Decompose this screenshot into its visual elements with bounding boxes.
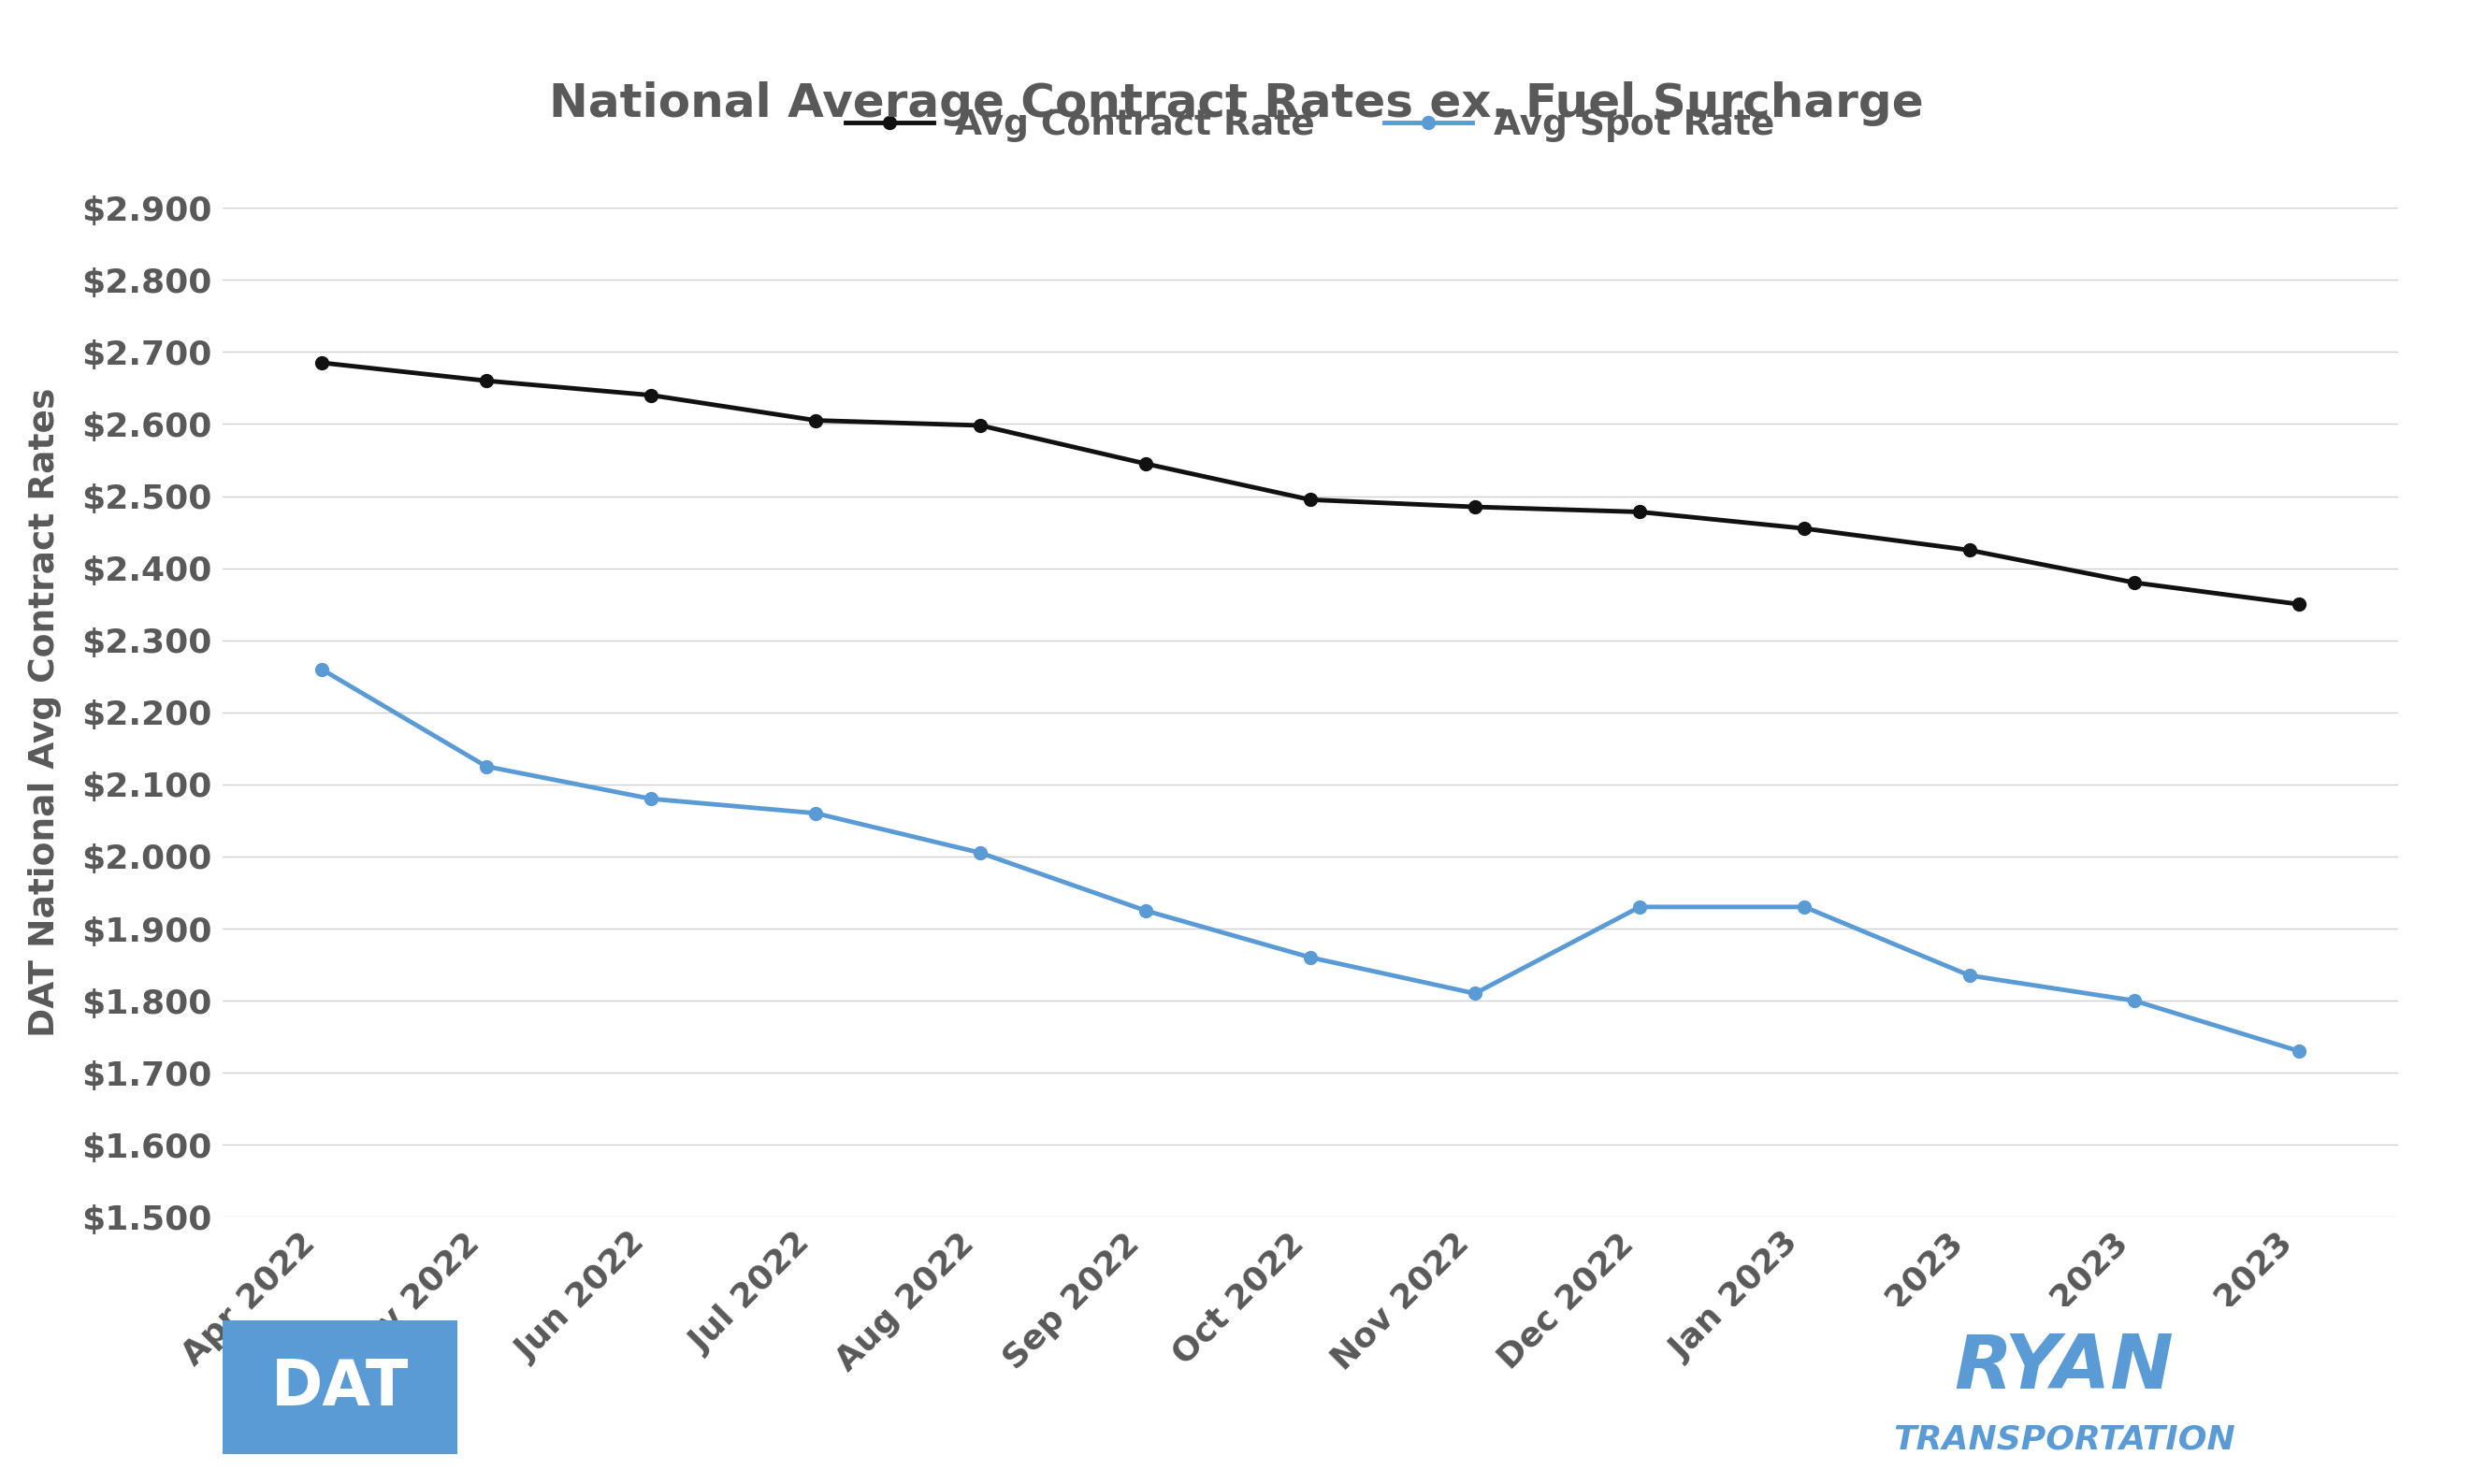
Avg Spot Rate <box>1955 966 1985 984</box>
Avg Spot Rate <box>1790 898 1819 916</box>
Text: TRANSPORTATION: TRANSPORTATION <box>1894 1423 2235 1456</box>
Text: DAT: DAT <box>272 1356 408 1419</box>
Avg Spot Rate <box>635 789 665 807</box>
Avg Spot Rate <box>801 804 831 822</box>
Avg Contract Rate <box>635 386 665 404</box>
Y-axis label: DAT National Avg Contract Rates: DAT National Avg Contract Rates <box>30 387 62 1037</box>
Avg Spot Rate <box>1130 902 1159 920</box>
Avg Spot Rate <box>2284 1042 2314 1060</box>
Avg Contract Rate <box>2284 595 2314 613</box>
Avg Contract Rate <box>1295 491 1325 509</box>
Line: Avg Contract Rate: Avg Contract Rate <box>314 356 2306 611</box>
Avg Contract Rate <box>967 417 996 435</box>
Avg Contract Rate <box>1955 542 1985 559</box>
Avg Contract Rate <box>2119 574 2148 592</box>
Text: RYAN: RYAN <box>1955 1331 2173 1404</box>
Avg Contract Rate <box>801 411 831 429</box>
Avg Spot Rate <box>967 844 996 862</box>
Avg Spot Rate <box>1295 948 1325 966</box>
Avg Contract Rate <box>1790 519 1819 537</box>
Avg Spot Rate <box>472 757 502 775</box>
Text: National Average Contract Rates ex. Fuel Surcharge: National Average Contract Rates ex. Fuel… <box>549 82 1923 126</box>
Line: Avg Spot Rate: Avg Spot Rate <box>314 662 2306 1058</box>
Avg Contract Rate <box>1624 503 1654 521</box>
Avg Spot Rate <box>1461 984 1491 1002</box>
Avg Contract Rate <box>307 353 336 371</box>
Avg Contract Rate <box>1461 499 1491 516</box>
Avg Spot Rate <box>2119 991 2148 1009</box>
Avg Contract Rate <box>1130 454 1159 472</box>
Avg Spot Rate <box>1624 898 1654 916</box>
Avg Spot Rate <box>307 660 336 678</box>
Legend: Avg Contract Rate, Avg Spot Rate: Avg Contract Rate, Avg Spot Rate <box>833 93 1787 156</box>
Avg Contract Rate <box>472 372 502 390</box>
